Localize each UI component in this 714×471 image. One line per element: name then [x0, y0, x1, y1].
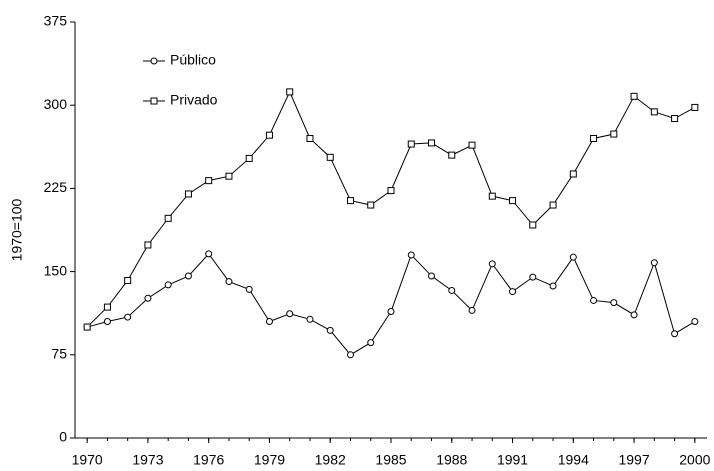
data-point	[367, 201, 375, 209]
data-point	[326, 326, 334, 334]
data-point	[630, 311, 638, 319]
legend-label: Privado	[170, 92, 218, 108]
data-point	[428, 272, 436, 280]
data-point	[245, 285, 253, 293]
data-point	[103, 318, 111, 326]
data-point	[488, 192, 496, 200]
data-point	[569, 253, 577, 261]
data-point	[326, 153, 334, 161]
data-point	[569, 170, 577, 178]
x-tick-label: 1994	[558, 452, 589, 468]
y-tick-label: 375	[44, 13, 68, 29]
x-tick-label: 1973	[132, 452, 163, 468]
data-point	[184, 190, 192, 198]
data-point	[691, 103, 699, 111]
data-point	[184, 272, 192, 280]
y-tick-label: 0	[59, 429, 67, 445]
data-point	[610, 299, 618, 307]
data-point	[549, 201, 557, 209]
legend-marker	[150, 97, 158, 105]
data-point	[205, 177, 213, 185]
data-point	[225, 172, 233, 180]
data-point	[590, 134, 598, 142]
data-point	[509, 288, 517, 296]
x-tick-label: 2000	[679, 452, 710, 468]
y-tick-label: 300	[44, 96, 68, 112]
data-point	[468, 141, 476, 149]
data-point	[671, 330, 679, 338]
data-point	[286, 88, 294, 96]
data-point	[103, 303, 111, 311]
x-tick-label: 1997	[618, 452, 649, 468]
data-point	[529, 273, 537, 281]
data-point	[245, 154, 253, 162]
legend-marker	[150, 57, 158, 65]
data-point	[590, 296, 598, 304]
data-point	[286, 310, 294, 318]
data-point	[164, 214, 172, 222]
data-point	[407, 251, 415, 259]
data-point	[83, 323, 91, 331]
data-point	[124, 276, 132, 284]
data-point	[448, 286, 456, 294]
data-point	[407, 140, 415, 148]
x-tick-label: 1982	[315, 452, 346, 468]
y-tick-label: 75	[51, 346, 67, 362]
data-point	[387, 187, 395, 195]
data-point	[306, 315, 314, 323]
data-point	[306, 134, 314, 142]
data-point	[428, 139, 436, 147]
x-tick-label: 1985	[375, 452, 406, 468]
series-line	[87, 253, 696, 356]
data-point	[205, 250, 213, 258]
data-point	[367, 339, 375, 347]
data-point	[488, 260, 496, 268]
data-point	[650, 108, 658, 116]
data-point	[144, 294, 152, 302]
data-point	[124, 313, 132, 321]
x-tick-label: 1976	[193, 452, 224, 468]
data-point	[265, 318, 273, 326]
data-point	[529, 221, 537, 229]
y-tick-label: 225	[44, 179, 68, 195]
data-point	[164, 281, 172, 289]
data-point	[225, 278, 233, 286]
data-point	[387, 308, 395, 316]
y-axis-label: 1970=100	[9, 198, 25, 261]
data-point	[346, 197, 354, 205]
x-tick-label: 1979	[254, 452, 285, 468]
data-point	[630, 92, 638, 100]
data-point	[509, 197, 517, 205]
data-point	[265, 131, 273, 139]
x-tick-label: 1970	[72, 452, 103, 468]
data-point	[671, 115, 679, 123]
x-tick-label: 1991	[497, 452, 528, 468]
data-point	[448, 151, 456, 159]
data-point	[691, 318, 699, 326]
x-tick-label: 1988	[436, 452, 467, 468]
y-tick-label: 150	[44, 262, 68, 278]
data-point	[549, 282, 557, 290]
series-line	[86, 90, 696, 328]
data-point	[468, 306, 476, 314]
data-point	[346, 351, 354, 359]
legend-label: Público	[170, 52, 216, 68]
data-point	[650, 259, 658, 267]
data-point	[144, 241, 152, 249]
data-point	[610, 130, 618, 138]
